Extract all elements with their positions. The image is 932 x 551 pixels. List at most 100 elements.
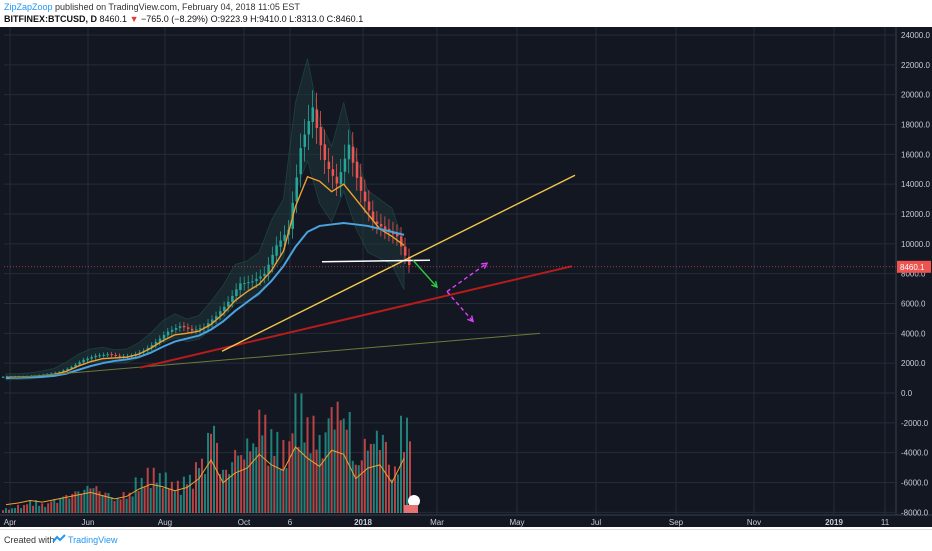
volume-bar (68, 498, 71, 513)
trendline-yellow (221, 174, 576, 352)
last-price: 8460.1 (99, 14, 128, 24)
volume-bar (255, 447, 258, 513)
volume-bar (210, 433, 213, 513)
publish-info: ZipZapZoop published on TradingView.com,… (4, 2, 300, 12)
tradingview-logo-icon (52, 534, 66, 543)
x-tick-label: 11 (881, 518, 890, 527)
volume-bar (231, 462, 234, 513)
volume-bar (107, 493, 110, 513)
candle-body (235, 289, 238, 297)
volume-bar (390, 479, 393, 513)
volume-bar (384, 441, 387, 513)
volume-bar (29, 500, 32, 513)
candle-body (86, 358, 89, 361)
volume-bar (92, 488, 95, 513)
volume-bar (62, 496, 65, 513)
y-tick-label: 0.0 (901, 389, 913, 398)
volume-bar (234, 449, 237, 513)
volume-bar (282, 440, 285, 513)
volume-bar (309, 453, 312, 513)
volume-bar (14, 508, 17, 513)
x-tick-label: Mar (430, 518, 444, 527)
author-link[interactable]: ZipZapZoop (4, 2, 53, 12)
volume-bar (228, 474, 231, 513)
candle-body (339, 172, 343, 185)
volume-bar (321, 458, 324, 513)
volume-bar (128, 492, 131, 513)
volume-bar (119, 499, 122, 513)
volume-bar (65, 494, 68, 513)
x-tick-label: Jul (591, 518, 601, 527)
volume-bar (56, 502, 59, 513)
candle-body (90, 357, 93, 359)
candle-body (186, 327, 190, 329)
candle-body (283, 234, 286, 241)
candle-body (359, 176, 363, 191)
candle-body (247, 282, 250, 284)
candle-body (279, 240, 282, 247)
volume-bar (176, 480, 179, 513)
volume-bar (125, 498, 128, 513)
candle-body (371, 211, 375, 221)
volume-bar (104, 492, 107, 513)
candle-body (162, 334, 166, 339)
volume-bar (170, 481, 173, 513)
volume-bar (393, 466, 396, 513)
volume-bar (261, 435, 264, 513)
volume-bar (98, 491, 101, 513)
y-tick-label: -4000.0 (901, 449, 929, 458)
volume-bar (149, 488, 152, 513)
btc-chart[interactable]: 24000.0 22000.0 20000.0 18000.0 16000.0 14000… (0, 27, 932, 527)
volume-bar (164, 472, 167, 513)
candle-body (379, 223, 383, 227)
volume-bar (318, 434, 321, 513)
volume-bar (409, 441, 411, 513)
y-tick-label: -6000.0 (901, 479, 929, 488)
candle-body (343, 158, 347, 172)
y-tick-label: 4000.0 (901, 329, 926, 338)
candle-body (166, 331, 170, 336)
volume-bar (294, 393, 297, 513)
candle-body (395, 233, 399, 237)
candle-body (150, 345, 154, 348)
candle-body (223, 306, 226, 311)
candle-body (239, 283, 242, 291)
candle-body (70, 367, 73, 369)
y-tick-label: 22000.0 (901, 61, 930, 70)
tradingview-brand[interactable]: TradingView (68, 535, 118, 545)
candle-body (158, 338, 162, 343)
y-tick-label: 18000.0 (901, 121, 930, 130)
volume-bar (240, 455, 243, 513)
volume-bar (140, 477, 143, 513)
volume-bar (143, 487, 146, 513)
chart-footer: Created with TradingView (0, 529, 932, 551)
candle-body (375, 221, 379, 224)
volume-bar (23, 505, 26, 513)
volume-bar (44, 506, 47, 513)
green-arrow (412, 259, 438, 288)
volume-bar (158, 473, 161, 513)
volume-bar (357, 465, 360, 513)
volume-bar (219, 474, 222, 513)
volume-bar (270, 429, 273, 513)
volume-bar (297, 446, 300, 513)
volume-bar (303, 442, 306, 513)
x-tick-label: 2018 (354, 518, 372, 527)
candle-body (215, 316, 218, 320)
y-tick-label: 8000.0 (901, 270, 926, 279)
volume-bar (191, 488, 194, 513)
volume-bar (291, 433, 294, 513)
volume-bar (276, 431, 279, 513)
volume-bar (360, 460, 363, 513)
candle-body (275, 245, 278, 256)
volume-bar (324, 432, 327, 513)
volume-bar (20, 508, 23, 513)
volume-bar (225, 469, 228, 513)
volume-bar (116, 497, 119, 513)
publish-text: published on TradingView.com, February 0… (55, 2, 300, 12)
candle-body (259, 276, 262, 279)
y-tick-label: 20000.0 (901, 91, 930, 100)
trendline-white (321, 259, 431, 263)
candle-body (174, 328, 178, 330)
volume-bar (264, 414, 267, 513)
